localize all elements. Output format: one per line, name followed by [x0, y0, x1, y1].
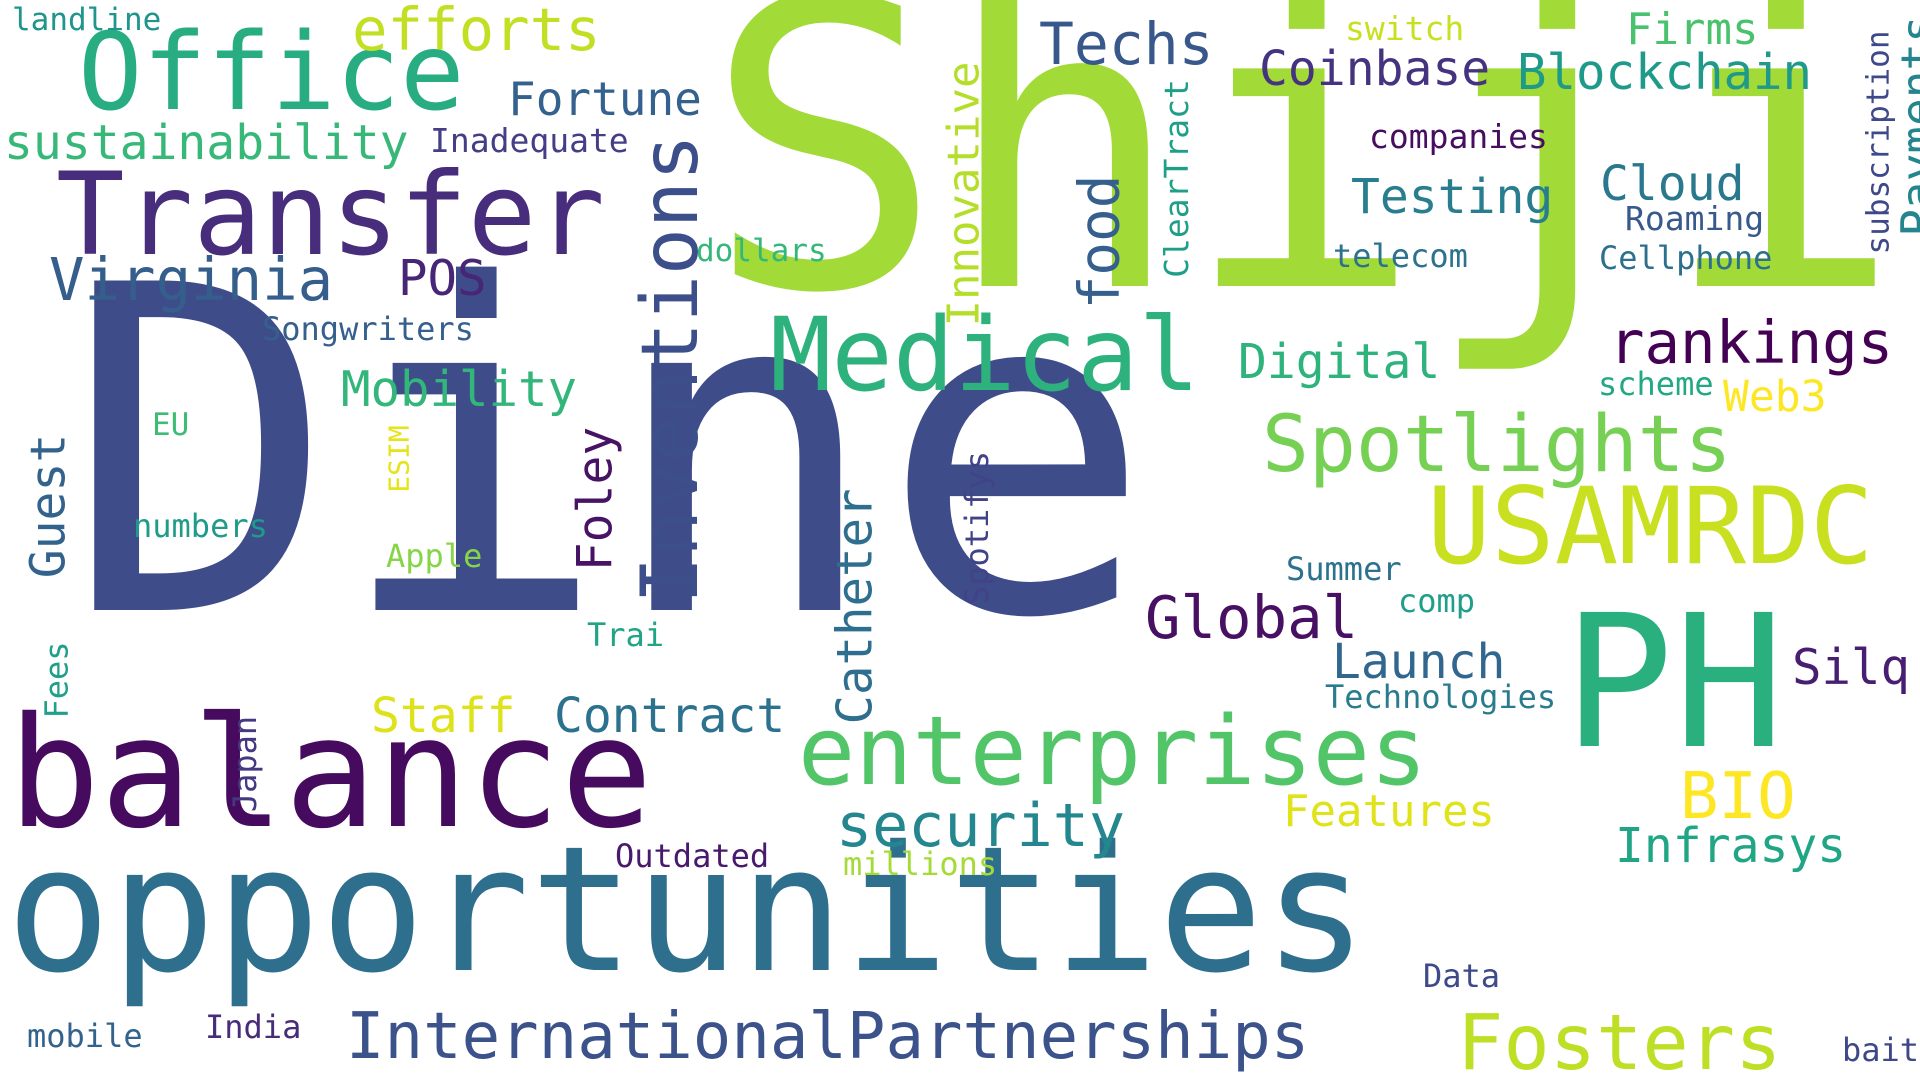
word-dine: Dine	[64, 190, 1153, 717]
word-songwriters: Songwriters	[262, 310, 474, 348]
word-global: Global	[1145, 583, 1359, 652]
word-launch: Launch	[1332, 634, 1506, 690]
word-trai: Trai	[587, 616, 665, 654]
word-esim: ESIM	[382, 425, 416, 493]
word-eu: EU	[152, 407, 190, 443]
word-efforts: efforts	[352, 0, 601, 64]
word-transfer: Transfer	[56, 148, 606, 281]
word-fortune: Fortune	[508, 72, 702, 126]
word-fees: Fees	[37, 641, 76, 719]
word-features: Features	[1283, 786, 1495, 837]
word-india: India	[205, 1008, 302, 1046]
word-switch: switch	[1345, 9, 1465, 48]
word-enterprises: enterprises	[798, 697, 1428, 807]
word-japan: Japan	[226, 715, 265, 813]
word-companies: companies	[1369, 117, 1548, 156]
word-cloud: Cloud	[1600, 156, 1745, 212]
word-guest: Guest	[20, 433, 77, 579]
word-usamrdc: USAMRDC	[1427, 465, 1874, 588]
word-contract: Contract	[554, 688, 786, 744]
word-foley: Foley	[567, 426, 624, 572]
word-infrasys: Infrasys	[1615, 818, 1847, 874]
word-cleartract: ClearTract	[1156, 79, 1196, 278]
word-bait: bait	[1842, 1031, 1920, 1069]
word-spotifys: Spotifys	[958, 450, 997, 606]
word-coinbase: Coinbase	[1259, 41, 1491, 97]
word-digital: Digital	[1238, 334, 1441, 390]
word-payments: Payments	[1890, 15, 1920, 237]
word-scheme: scheme	[1598, 365, 1714, 403]
word-technologies: Technologies	[1325, 678, 1557, 716]
word-mobility: Mobility	[341, 361, 578, 418]
word-innovative: Innovative	[938, 61, 990, 327]
word-inadequate: Inadequate	[430, 121, 629, 160]
word-data: Data	[1423, 957, 1501, 995]
word-inventions: Inventions	[625, 134, 716, 604]
word-sustainability: sustainability	[4, 115, 409, 171]
word-silq: Silq	[1792, 639, 1911, 696]
word-bio: BIO	[1680, 760, 1796, 834]
word-opportunities: opportunities	[6, 809, 1368, 1012]
word-medical: Medical	[770, 296, 1200, 415]
word-firms: Firms	[1626, 4, 1759, 55]
word-catheter: Catheter	[826, 488, 884, 725]
word-testing: Testing	[1351, 169, 1554, 225]
word-mobile: mobile	[27, 1017, 143, 1055]
word-web3: Web3	[1723, 372, 1827, 422]
word-numbers: numbers	[133, 507, 268, 545]
word-fosters: Fosters	[1457, 999, 1782, 1080]
word-pos: POS	[398, 250, 487, 307]
word-spotlights: Spotlights	[1262, 400, 1732, 490]
word-cellphone: Cellphone	[1599, 239, 1773, 277]
word-international-partnerships: InternationalPartnerships	[346, 1000, 1310, 1074]
word-comp: comp	[1398, 582, 1476, 620]
word-blockchain: Blockchain	[1517, 44, 1813, 101]
word-office: Office	[78, 11, 465, 135]
word-dollars: dollars	[696, 233, 827, 269]
word-virginia: Virginia	[49, 245, 334, 314]
word-rankings: rankings	[1609, 308, 1894, 377]
word-staff: Staff	[371, 688, 516, 744]
word-shiji: Shiji	[704, 0, 1903, 380]
word-roaming: Roaming	[1625, 199, 1765, 238]
word-apple: Apple	[386, 537, 483, 575]
word-balance: balance	[8, 685, 653, 863]
word-summer: Summer	[1286, 550, 1402, 588]
word-outdated: Outdated	[615, 837, 770, 875]
word-landline: landline	[12, 2, 162, 38]
word-telecom: telecom	[1333, 237, 1468, 275]
word-security: security	[836, 791, 1125, 861]
word-millions: millions	[843, 845, 998, 883]
word-techs: Techs	[1039, 10, 1214, 78]
word-food: food	[1067, 174, 1133, 310]
word-ph: PH	[1563, 576, 1785, 790]
